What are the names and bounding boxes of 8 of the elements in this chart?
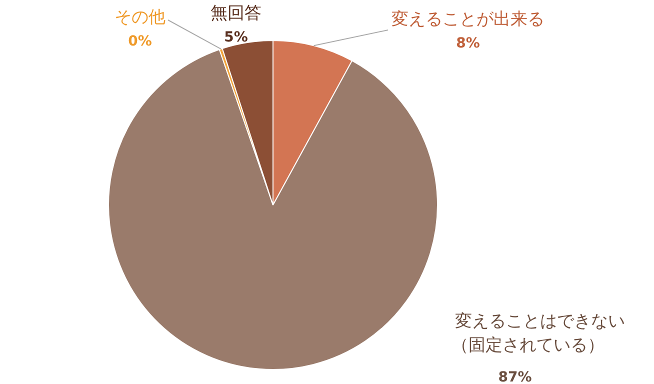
slice-label: 変えることはできない（固定されている） <box>452 311 625 356</box>
slice-label: 変えることが出来る <box>392 9 544 30</box>
slice-label: 無回答 <box>210 3 262 24</box>
data-label: 8% <box>456 36 480 52</box>
data-label: 0% <box>128 34 152 50</box>
data-label: 87% <box>498 370 532 384</box>
data-label: 5% <box>224 30 248 46</box>
slice-label: その他 <box>114 7 166 28</box>
